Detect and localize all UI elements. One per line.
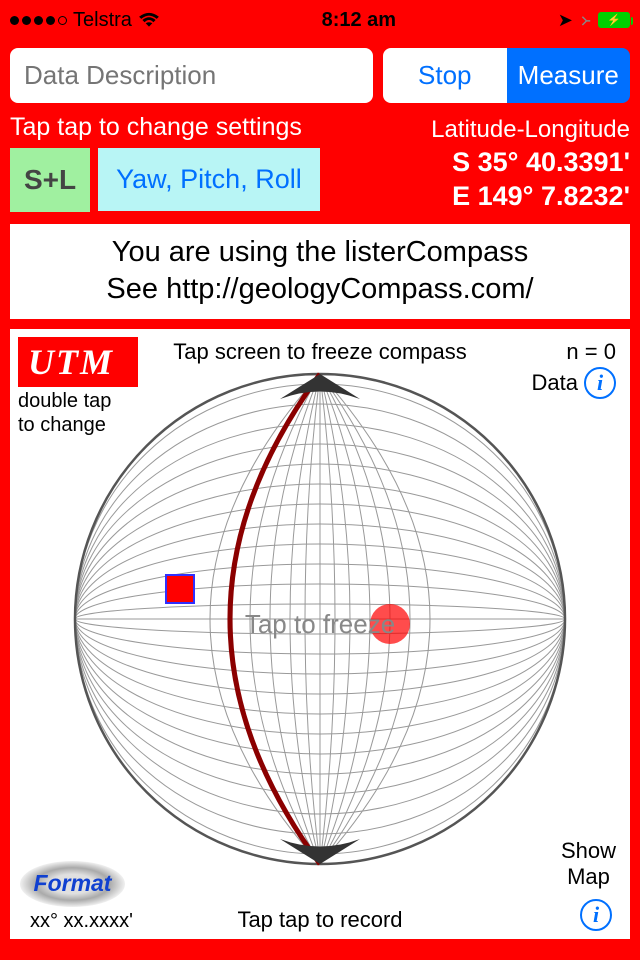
carrier-label: Telstra: [73, 9, 132, 32]
status-right: ➤ ᚛ ⚡: [558, 10, 630, 31]
map-info-icon[interactable]: i: [580, 899, 612, 931]
bluetooth-icon: ᚛: [581, 10, 590, 31]
mode-segmented-control: Stop Measure: [383, 48, 630, 103]
location-title: Latitude-Longitude: [328, 116, 630, 144]
record-hint: Tap tap to record: [237, 907, 402, 933]
tap-freeze-label: Tap to freeze: [245, 609, 395, 640]
coord-format-label: xx° xx.xxxx': [30, 910, 133, 933]
location-display: Latitude-Longitude S 35° 40.3391' E 149°…: [328, 148, 630, 214]
status-left: Telstra: [10, 9, 160, 32]
description-input[interactable]: [10, 48, 373, 103]
freeze-hint: Tap screen to freeze compass: [173, 339, 466, 365]
format-button[interactable]: Format: [20, 861, 125, 907]
sl-button[interactable]: S+L: [10, 148, 90, 212]
show-map-label[interactable]: Show Map: [561, 838, 616, 891]
battery-icon: ⚡: [598, 12, 630, 28]
measure-button[interactable]: Measure: [507, 48, 631, 103]
info-banner: You are using the listerCompass See http…: [10, 224, 630, 319]
status-bar: Telstra 8:12 am ➤ ᚛ ⚡: [0, 0, 640, 40]
compass-area[interactable]: UTM double tap to change Tap screen to f…: [10, 329, 630, 939]
signal-strength-icon: [10, 16, 67, 25]
location-icon: ➤: [558, 10, 573, 31]
wifi-icon: [138, 12, 160, 28]
n-count: n = 0: [566, 339, 616, 365]
stop-button[interactable]: Stop: [383, 48, 507, 103]
settings-row: S+L Yaw, Pitch, Roll Latitude-Longitude …: [0, 148, 640, 224]
banner-line2: See http://geologyCompass.com/: [22, 271, 618, 309]
status-time: 8:12 am: [322, 9, 397, 32]
plane-marker: [165, 574, 195, 604]
latitude-value: S 35° 40.3391': [328, 146, 630, 180]
top-controls: Stop Measure: [0, 40, 640, 111]
ypr-button[interactable]: Yaw, Pitch, Roll: [98, 148, 320, 211]
banner-line1: You are using the listerCompass: [22, 234, 618, 272]
data-info-icon[interactable]: i: [584, 367, 616, 399]
longitude-value: E 149° 7.8232': [328, 180, 630, 214]
